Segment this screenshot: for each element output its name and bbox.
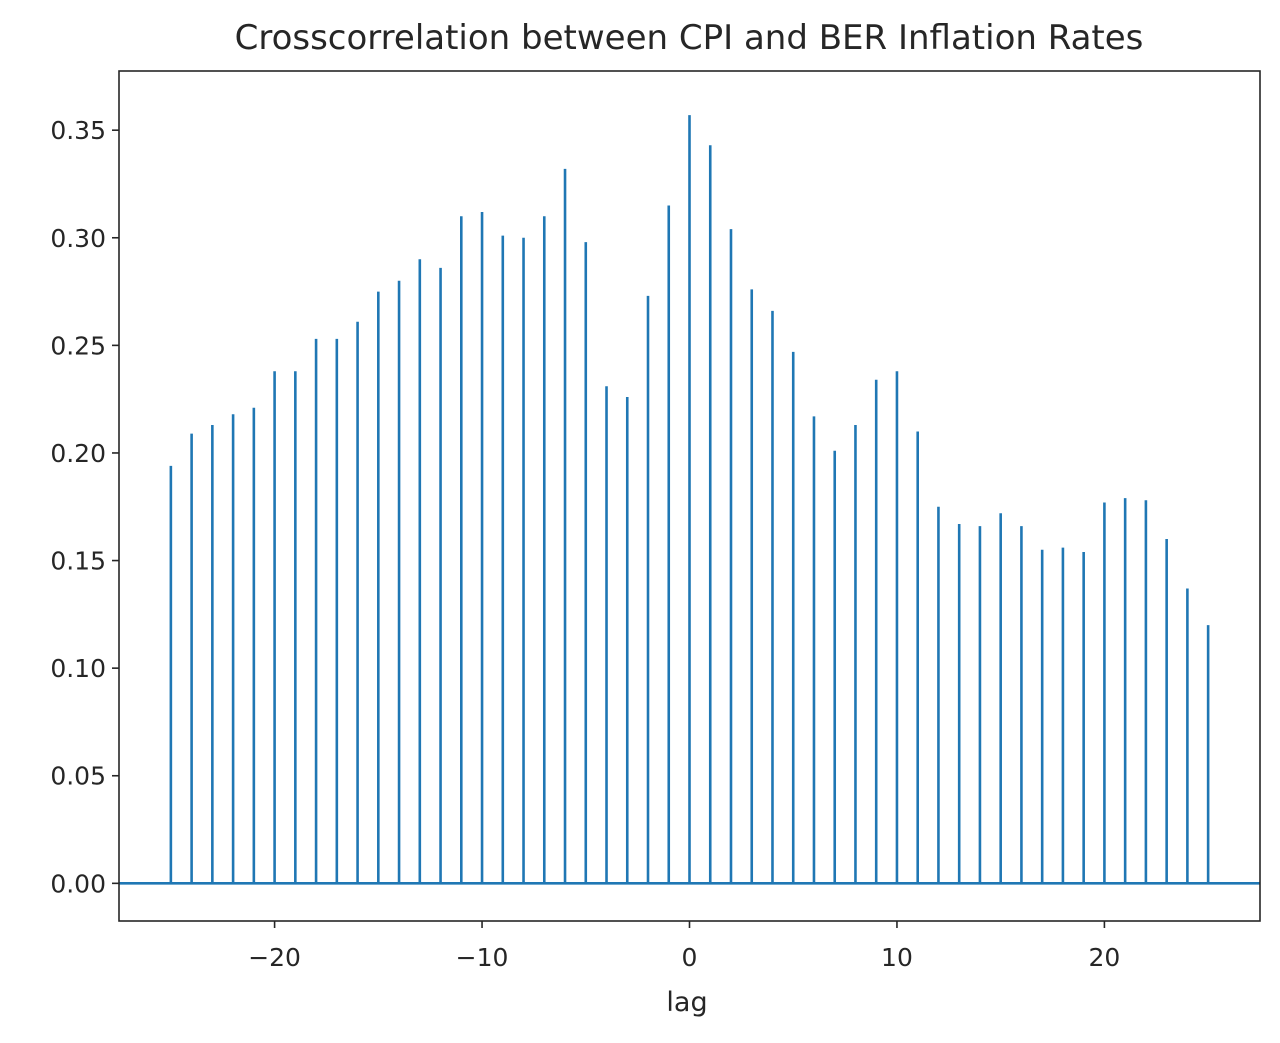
y-tick-label: 0.20: [50, 439, 106, 468]
chart-title: Crosscorrelation between CPI and BER Inf…: [235, 18, 1144, 58]
y-tick-label: 0.00: [50, 869, 106, 898]
x-axis-tick-labels: −20 −10 0 10 20: [248, 943, 1120, 972]
x-tick-label: −10: [456, 943, 509, 972]
x-tick-label: −20: [248, 943, 301, 972]
x-tick-label: 20: [1089, 943, 1121, 972]
axis-tick-marks: [112, 129, 1106, 928]
y-tick-label: 0.15: [50, 547, 106, 576]
y-axis-tick-labels: 0.00 0.05 0.10 0.15 0.20 0.25 0.30 0.35: [50, 116, 106, 898]
x-tick-label: 0: [682, 943, 698, 972]
y-tick-label: 0.05: [50, 762, 106, 791]
y-tick-label: 0.25: [50, 331, 106, 360]
y-tick-label: 0.10: [50, 654, 106, 683]
y-tick-label: 0.35: [50, 116, 106, 145]
y-tick-label: 0.30: [50, 224, 106, 253]
x-tick-label: 10: [881, 943, 913, 972]
plot-area-frame: [118, 70, 1261, 922]
correlation-stems: [169, 115, 1210, 884]
x-axis-label: lag: [666, 987, 707, 1018]
